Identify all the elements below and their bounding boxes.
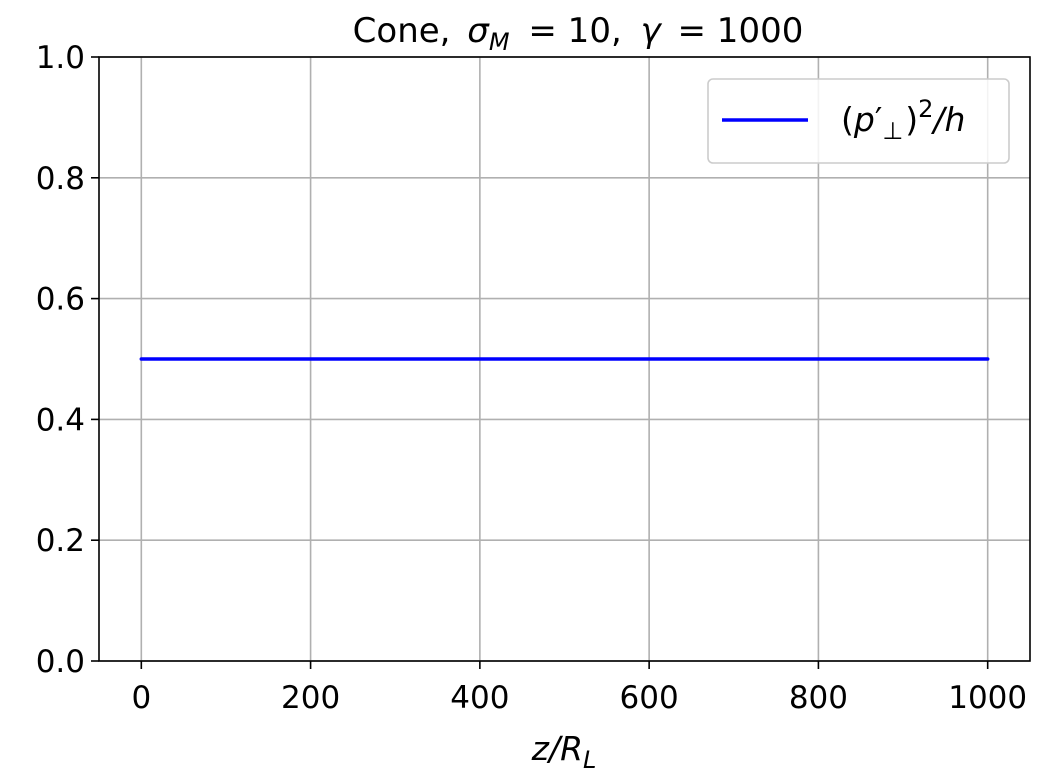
x-tick-label: 1000 (948, 680, 1027, 716)
title-sigma-sub: M (489, 28, 510, 56)
y-tick-label: 0.4 (36, 402, 85, 438)
y-tick-label: 0.6 (36, 282, 85, 318)
legend-label: (p′⊥)2/h (841, 95, 965, 145)
x-tick-label: 0 (131, 680, 151, 716)
y-ticks: 0.0 0.2 0.4 0.6 0.8 1.0 (36, 40, 99, 680)
legend: (p′⊥)2/h (707, 78, 1010, 164)
y-tick-label: 1.0 (36, 40, 85, 76)
legend-box (707, 78, 1010, 164)
title-sigma-value: = 10, (528, 11, 621, 51)
plot-frame (98, 56, 1031, 662)
y-tick-label: 0.0 (36, 644, 85, 680)
x-tick-label: 800 (789, 680, 848, 716)
y-tick-label: 0.2 (36, 523, 85, 559)
x-axis-label: z/RL (531, 729, 597, 773)
y-tick-label: 0.8 (36, 161, 85, 197)
title-prefix: Cone, (353, 11, 451, 51)
x-tick-label: 400 (450, 680, 509, 716)
chart-title: Cone, σM = 10, γ = 1000 (353, 11, 804, 59)
title-gamma: γ (641, 11, 663, 51)
title-gamma-value: = 1000 (678, 11, 804, 51)
x-tick-label: 600 (620, 680, 679, 716)
x-ticks: 0 200 400 600 800 1000 (131, 661, 1027, 716)
x-tick-label: 200 (281, 680, 340, 716)
title-sigma: σ (467, 11, 490, 51)
